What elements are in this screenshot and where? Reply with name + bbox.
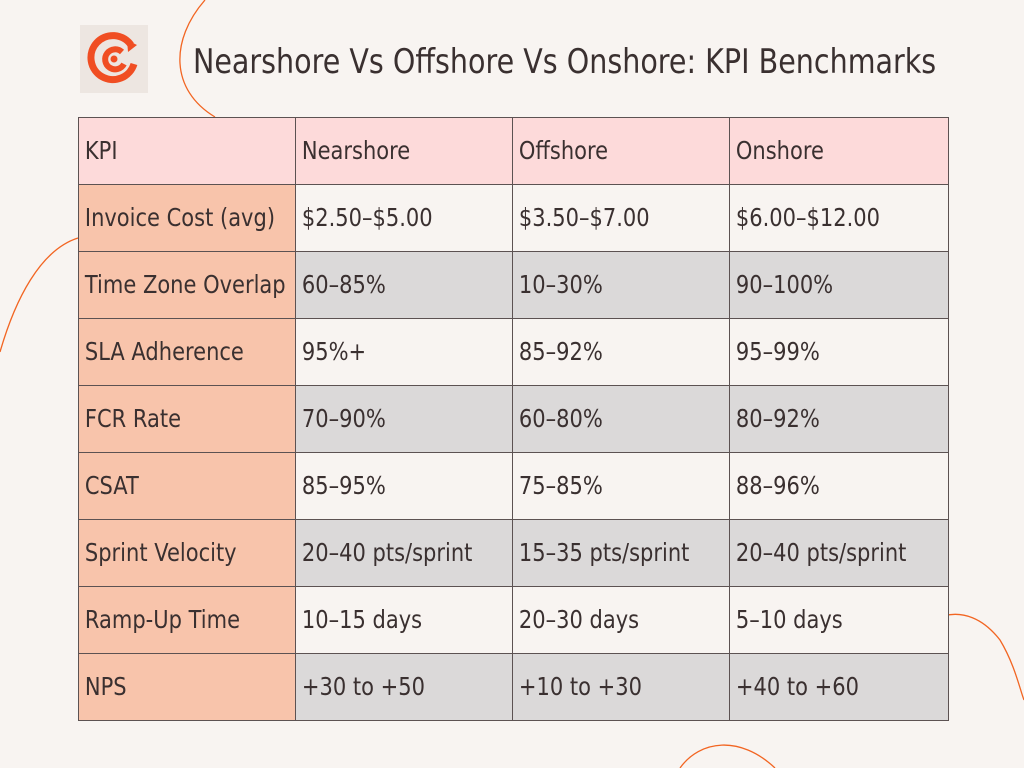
table-row: Ramp-Up Time 10–15 days 20–30 days 5–10 … [78,586,949,654]
kpi-cell: Sprint Velocity [78,519,296,587]
offshore-cell: 85–92% [512,318,730,386]
kpi-cell: Invoice Cost (avg) [78,184,296,252]
nearshore-cell: 60–85% [295,251,513,319]
header-nearshore: Nearshore [295,117,513,185]
table-row: CSAT 85–95% 75–85% 88–96% [78,452,949,520]
offshore-cell: 20–30 days [512,586,730,654]
onshore-cell: $6.00–$12.00 [729,184,949,252]
kpi-cell: Time Zone Overlap [78,251,296,319]
offshore-cell: 10–30% [512,251,730,319]
onshore-cell: 95–99% [729,318,949,386]
offshore-cell: 60–80% [512,385,730,453]
nearshore-cell: $2.50–$5.00 [295,184,513,252]
nearshore-cell: 10–15 days [295,586,513,654]
offshore-cell: +10 to +30 [512,653,730,721]
circular-c-arrow-logo-icon [87,32,138,84]
nearshore-cell: 85–95% [295,452,513,520]
kpi-cell: SLA Adherence [78,318,296,386]
offshore-cell: 75–85% [512,452,730,520]
onshore-cell: 88–96% [729,452,949,520]
page-title: Nearshore Vs Offshore Vs Onshore: KPI Be… [193,42,937,82]
nearshore-cell: 70–90% [295,385,513,453]
offshore-cell: $3.50–$7.00 [512,184,730,252]
onshore-cell: 5–10 days [729,586,949,654]
kpi-cell: CSAT [78,452,296,520]
table-row: Time Zone Overlap 60–85% 10–30% 90–100% [78,251,949,319]
onshore-cell: 90–100% [729,251,949,319]
kpi-cell: Ramp-Up Time [78,586,296,654]
kpi-benchmark-table: KPI Nearshore Offshore Onshore Invoice C… [78,117,949,721]
nearshore-cell: 20–40 pts/sprint [295,519,513,587]
kpi-cell: NPS [78,653,296,721]
nearshore-cell: 95%+ [295,318,513,386]
nearshore-cell: +30 to +50 [295,653,513,721]
onshore-cell: 80–92% [729,385,949,453]
header-offshore: Offshore [512,117,730,185]
company-logo [80,25,148,93]
table-row: FCR Rate 70–90% 60–80% 80–92% [78,385,949,453]
header-onshore: Onshore [729,117,949,185]
offshore-cell: 15–35 pts/sprint [512,519,730,587]
table-row: Invoice Cost (avg) $2.50–$5.00 $3.50–$7.… [78,184,949,252]
kpi-cell: FCR Rate [78,385,296,453]
onshore-cell: 20–40 pts/sprint [729,519,949,587]
header-kpi: KPI [78,117,296,185]
table-row: Sprint Velocity 20–40 pts/sprint 15–35 p… [78,519,949,587]
onshore-cell: +40 to +60 [729,653,949,721]
table-header-row: KPI Nearshore Offshore Onshore [78,117,949,185]
table-row: NPS +30 to +50 +10 to +30 +40 to +60 [78,653,949,721]
table-row: SLA Adherence 95%+ 85–92% 95–99% [78,318,949,386]
